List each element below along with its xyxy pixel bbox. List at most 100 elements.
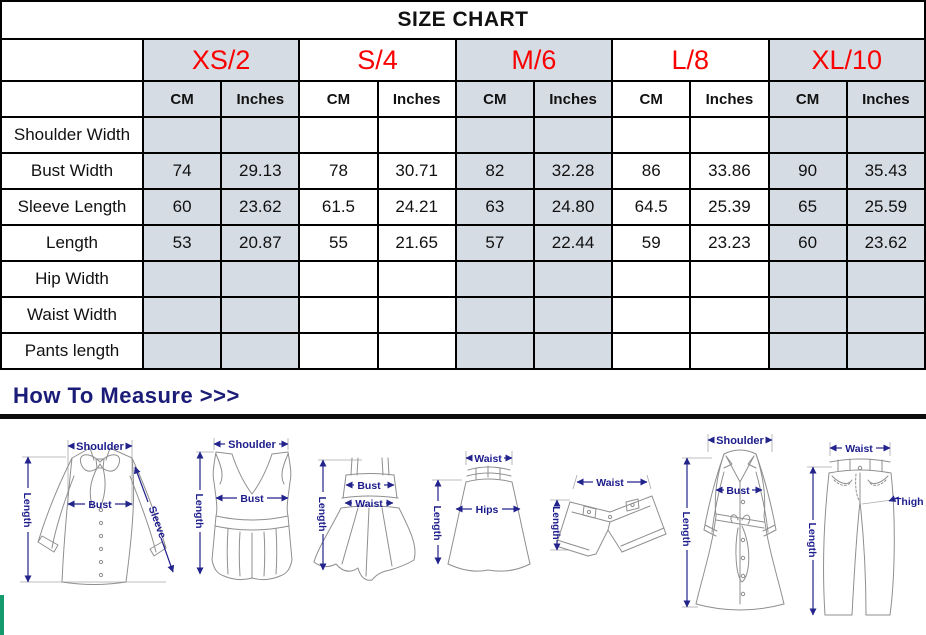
value-cell xyxy=(611,296,692,334)
value-cell xyxy=(767,260,848,298)
value-cell xyxy=(845,116,926,154)
green-edge-strip xyxy=(0,595,4,635)
value-cell: 64.5 xyxy=(611,188,692,226)
unit-header: Inches xyxy=(845,80,926,118)
coat-length-label: Length xyxy=(680,512,692,547)
value-cell xyxy=(298,296,379,334)
coat-bust-label: Bust xyxy=(726,485,750,497)
row-label: Pants length xyxy=(0,332,144,370)
value-cell xyxy=(376,332,457,370)
shorts-waist-label: Waist xyxy=(596,477,624,489)
value-cell: 60 xyxy=(767,224,848,262)
value-cell: 65 xyxy=(767,188,848,226)
value-cell xyxy=(532,116,614,154)
value-cell xyxy=(141,332,223,370)
value-cell: 32.28 xyxy=(532,152,614,190)
value-cell: 74 xyxy=(141,152,223,190)
size-header-m: M/6 xyxy=(454,38,614,82)
divider-bar xyxy=(0,414,926,419)
dress-outline xyxy=(313,457,416,581)
unit-header: CM xyxy=(454,80,535,118)
value-cell: 25.39 xyxy=(689,188,770,226)
value-cell: 24.21 xyxy=(376,188,457,226)
tank-outline xyxy=(211,451,293,581)
unit-header: CM xyxy=(141,80,223,118)
value-cell: 20.87 xyxy=(220,224,301,262)
value-cell xyxy=(689,260,770,298)
value-cell xyxy=(611,332,692,370)
corner-cell xyxy=(0,80,144,118)
shorts-dimensions: Waist Length xyxy=(550,477,648,551)
value-cell xyxy=(298,332,379,370)
shorts-outline xyxy=(555,495,667,557)
coat-dimensions: Shoulder Bust Length xyxy=(680,435,773,608)
size-header-l: L/8 xyxy=(611,38,770,82)
skirt-hips-label: Hips xyxy=(476,504,499,516)
value-cell: 61.5 xyxy=(298,188,379,226)
shorts-diagram: Waist Length xyxy=(550,474,667,557)
value-cell: 30.71 xyxy=(376,152,457,190)
table-row: Sleeve Length 60 23.62 61.5 24.21 63 24.… xyxy=(0,188,926,226)
value-cell: 33.86 xyxy=(689,152,770,190)
row-label: Waist Width xyxy=(0,296,144,334)
dress-bust-label: Bust xyxy=(357,480,381,492)
value-cell: 60 xyxy=(141,188,223,226)
table-row: Hip Width xyxy=(0,260,926,298)
value-cell: 35.43 xyxy=(845,152,926,190)
row-label: Sleeve Length xyxy=(0,188,144,226)
size-header-xl: XL/10 xyxy=(767,38,926,82)
pants-dimensions: Waist Length Thigh xyxy=(806,443,924,616)
unit-header: Inches xyxy=(532,80,614,118)
size-header-s: S/4 xyxy=(298,38,457,82)
table-row: Length 53 20.87 55 21.65 57 22.44 59 23.… xyxy=(0,224,926,262)
blouse-sleeve-label: Sleeve xyxy=(146,505,169,541)
value-cell: 24.80 xyxy=(532,188,614,226)
value-cell xyxy=(845,260,926,298)
value-cell: 59 xyxy=(611,224,692,262)
row-label: Hip Width xyxy=(0,260,144,298)
value-cell xyxy=(454,332,535,370)
blouse-outline xyxy=(37,447,167,585)
size-chart-table: SIZE CHART XS/2 S/4 M/6 L/8 XL/10 CM Inc… xyxy=(0,0,926,370)
blouse-shoulder-label: Shoulder xyxy=(76,441,124,453)
value-cell xyxy=(767,116,848,154)
value-cell xyxy=(532,332,614,370)
unit-header: Inches xyxy=(220,80,301,118)
value-cell: 57 xyxy=(454,224,535,262)
tank-dimensions: Shoulder Length Bust xyxy=(193,439,289,575)
pants-thigh-label: Thigh xyxy=(895,496,924,508)
skirt-waist-label: Waist xyxy=(474,453,502,465)
value-cell: 23.62 xyxy=(845,224,926,262)
pants-length-label: Length xyxy=(806,523,818,558)
unit-header: CM xyxy=(298,80,379,118)
value-cell xyxy=(532,296,614,334)
dress-length-label: Length xyxy=(316,497,328,532)
value-cell xyxy=(141,260,223,298)
pants-diagram: Waist Length Thigh xyxy=(806,442,924,616)
value-cell xyxy=(611,260,692,298)
unit-header: Inches xyxy=(689,80,770,118)
blouse-dimensions: Shoulder Length Bust Sleeve xyxy=(21,441,175,583)
coat-outline xyxy=(695,449,785,611)
pants-waist-label: Waist xyxy=(845,443,873,455)
value-cell xyxy=(376,296,457,334)
value-cell: 55 xyxy=(298,224,379,262)
value-cell: 22.44 xyxy=(532,224,614,262)
value-cell xyxy=(845,296,926,334)
value-cell xyxy=(298,116,379,154)
value-cell: 78 xyxy=(298,152,379,190)
value-cell xyxy=(376,116,457,154)
blouse-bust-label: Bust xyxy=(88,499,112,511)
tank-bust-label: Bust xyxy=(240,493,264,505)
value-cell xyxy=(689,116,770,154)
skirt-length-label: Length xyxy=(431,506,443,541)
value-cell xyxy=(220,332,301,370)
value-cell xyxy=(532,260,614,298)
value-cell xyxy=(220,296,301,334)
how-to-measure-heading: How To Measure >>> xyxy=(13,383,240,408)
value-cell: 23.23 xyxy=(689,224,770,262)
size-header-xs: XS/2 xyxy=(141,38,301,82)
skirt-dimensions: Waist Hips Length xyxy=(431,453,521,565)
skirt-outline xyxy=(447,465,531,572)
dress-dimensions: Length Bust Waist xyxy=(316,459,395,571)
